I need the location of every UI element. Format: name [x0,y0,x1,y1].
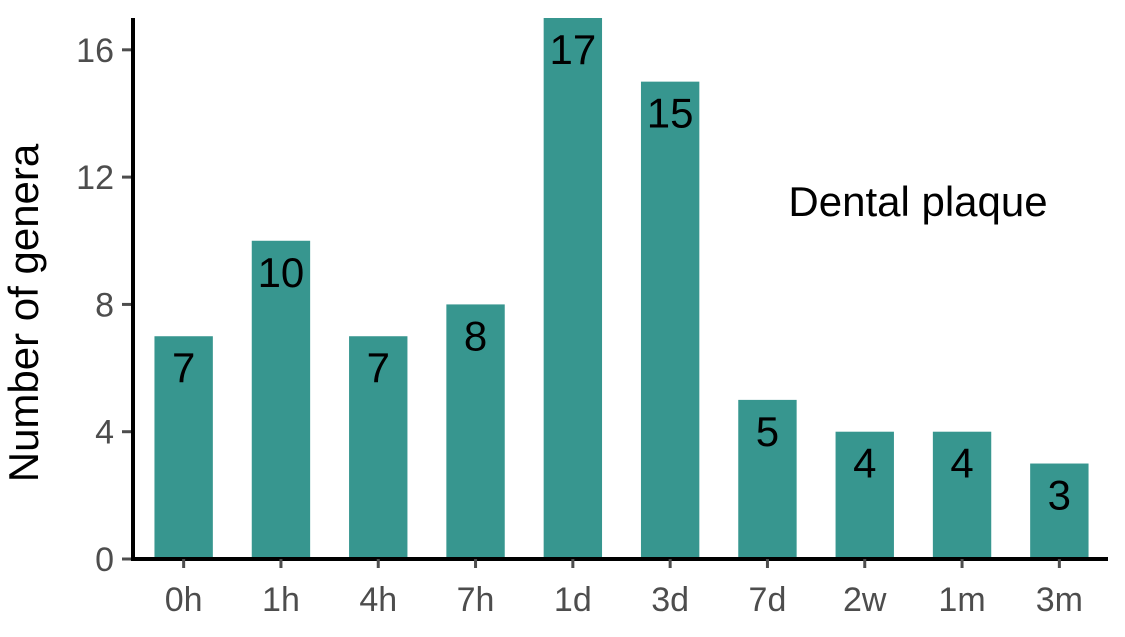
x-tick-label-7d: 7d [749,581,787,619]
data-label-7h: 8 [464,312,487,359]
y-tick-label-0: 0 [95,541,114,579]
y-tick-label-12: 12 [76,159,114,197]
data-label-2w: 4 [853,440,876,487]
bar-1h [251,240,311,559]
data-label-1d: 17 [549,26,596,73]
bar-0h [154,336,213,559]
bar-1d [543,18,603,559]
x-tick-label-0h: 0h [165,581,203,619]
y-ticks-group: 0 4 8 12 16 [76,32,131,579]
bar-4h [349,336,408,559]
x-tick-label-4h: 4h [359,581,397,619]
x-tick-label-7h: 7h [457,581,495,619]
data-label-1m: 4 [950,440,973,487]
data-label-7d: 5 [756,408,779,455]
data-label-1h: 10 [258,249,305,296]
x-ticks-group: 0h 1h 4h 7h 1d 3d 7d 2w 1m 3m [165,559,1083,619]
bar-1m [932,431,992,559]
y-tick-label-16: 16 [76,32,114,70]
x-tick-label-1m: 1m [938,581,985,619]
y-tick-label-8: 8 [95,286,114,324]
data-labels-group: 7 10 7 8 17 15 5 4 4 3 [172,26,1071,519]
data-label-4h: 7 [367,344,390,391]
chart-annotation: Dental plaque [788,178,1047,225]
x-tick-label-3m: 3m [1036,581,1083,619]
x-tick-label-2w: 2w [843,581,887,619]
y-tick-label-4: 4 [95,414,114,452]
bar-7d [738,399,797,559]
x-tick-label-3d: 3d [651,581,689,619]
bar-7h [446,304,505,559]
x-tick-label-1d: 1d [554,581,592,619]
x-tick-label-1h: 1h [262,581,300,619]
data-label-3m: 3 [1048,472,1071,519]
data-label-0h: 7 [172,344,195,391]
bar-3m [1030,463,1089,559]
data-label-3d: 15 [647,90,694,137]
bars-group [154,18,1089,559]
bar-2w [835,431,894,559]
y-axis-title: Number of genera [0,143,47,482]
bar-3d [640,81,700,559]
